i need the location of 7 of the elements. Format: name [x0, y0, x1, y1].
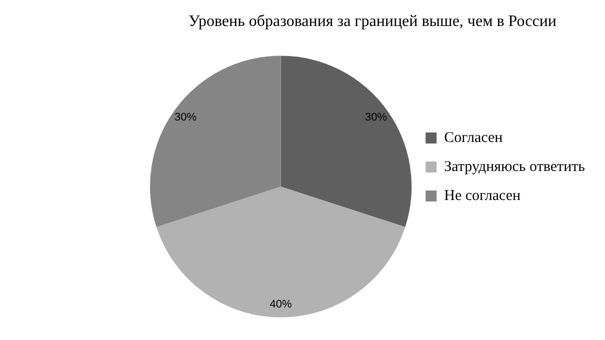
legend-label: Не согласен — [444, 188, 521, 204]
data-label: 30% — [174, 111, 197, 124]
data-label: 40% — [270, 298, 292, 310]
legend-label: Затрудняюсь ответить — [444, 158, 586, 175]
data-label: 30% — [365, 111, 388, 124]
chart-title: Уровень образования за границей выше, чем в России — [188, 12, 557, 30]
legend-label: Согласен — [444, 130, 503, 146]
